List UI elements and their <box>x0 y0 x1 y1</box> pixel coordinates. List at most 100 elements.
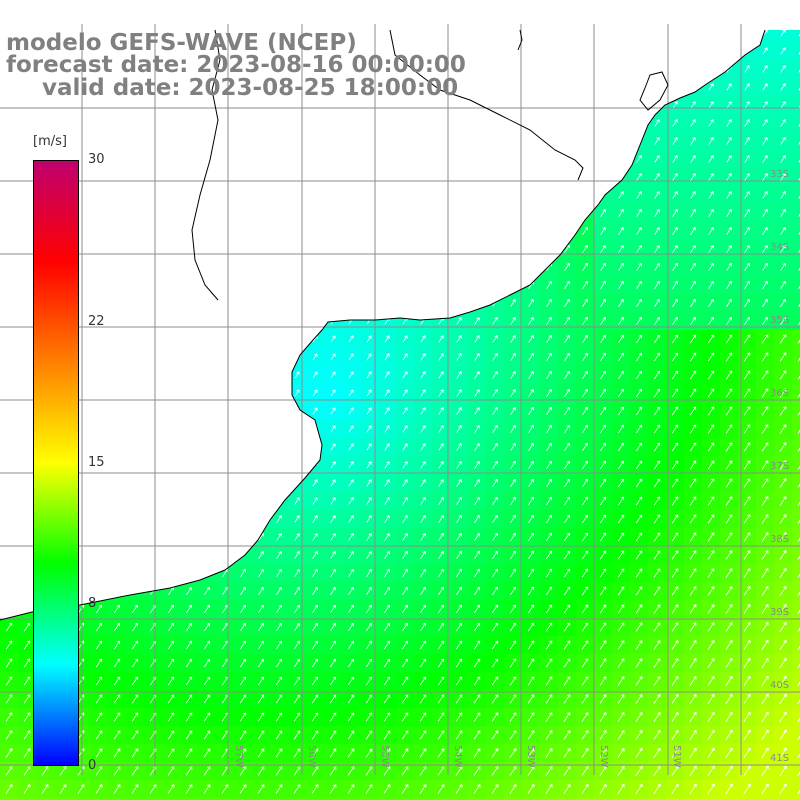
wind-arrow <box>708 316 714 326</box>
wind-arrow <box>114 604 121 614</box>
wind-arrow <box>564 352 570 361</box>
wind-arrow <box>690 191 696 199</box>
wind-arrow <box>743 478 751 488</box>
wind-arrow <box>330 461 336 469</box>
wind-arrow <box>257 766 265 776</box>
wind-arrow <box>708 262 714 271</box>
wind-arrow <box>492 496 498 505</box>
wind-arrow <box>798 267 800 271</box>
wind-arrow <box>474 550 480 560</box>
latitude-label: 39S <box>770 607 789 618</box>
wind-arrow <box>329 676 337 686</box>
wind-arrow <box>672 155 678 163</box>
wind-arrow <box>707 496 715 506</box>
wind-arrow <box>113 640 121 650</box>
wind-arrow <box>545 766 553 776</box>
wind-arrow <box>438 407 444 415</box>
wind-arrow <box>707 334 715 344</box>
wind-arrow <box>402 371 408 379</box>
wind-arrow <box>437 730 445 740</box>
wind-cell <box>198 798 217 800</box>
wind-arrow <box>599 550 607 560</box>
wind-arrow <box>5 712 13 722</box>
wind-arrow <box>707 550 715 560</box>
wind-arrow <box>797 501 800 506</box>
wind-arrow <box>491 712 499 722</box>
wind-arrow <box>654 298 660 307</box>
longitude-label: 51W <box>671 745 682 768</box>
wind-arrow <box>509 640 517 650</box>
wind-arrow <box>582 244 588 254</box>
wind-arrow <box>653 424 661 434</box>
wind-arrow <box>689 765 697 777</box>
wind-cell <box>306 798 325 800</box>
wind-arrow <box>653 568 661 578</box>
wind-arrow <box>599 730 607 740</box>
wind-arrow <box>744 280 750 289</box>
wind-cell <box>486 798 505 800</box>
title-valid-date: valid date: 2023-08-25 18:00:00 <box>42 75 459 101</box>
wind-arrow <box>114 622 121 632</box>
wind-arrow <box>366 407 372 415</box>
wind-arrow <box>276 515 282 523</box>
wind-arrow <box>762 101 768 109</box>
wind-arrow <box>95 712 103 722</box>
wind-arrow <box>798 213 800 217</box>
wind-cell <box>792 654 800 673</box>
wind-arrow <box>545 622 553 632</box>
wind-arrow <box>456 479 462 487</box>
wind-arrow <box>582 316 588 326</box>
wind-arrow <box>654 209 660 217</box>
wind-arrow <box>780 280 786 289</box>
wind-arrow <box>509 622 517 632</box>
wind-arrow <box>455 694 463 704</box>
wind-cell <box>792 492 800 511</box>
wind-arrow <box>708 155 714 163</box>
wind-arrow <box>743 783 751 795</box>
wind-arrow <box>653 729 661 740</box>
wind-arrow <box>582 442 588 452</box>
wind-cell <box>666 798 685 800</box>
wind-arrow <box>599 694 607 704</box>
wind-arrow <box>167 712 175 722</box>
wind-arrow <box>330 353 336 361</box>
wind-arrow <box>510 478 516 487</box>
latitude-label: 35S <box>770 315 789 326</box>
wind-arrow <box>689 478 697 488</box>
wind-arrow <box>653 658 661 668</box>
wind-arrow <box>239 748 247 758</box>
wind-arrow <box>726 119 732 127</box>
wind-arrow <box>492 586 499 596</box>
wind-arrow <box>635 568 643 578</box>
wind-cell <box>792 204 800 223</box>
wind-arrow <box>294 515 300 523</box>
wind-arrow <box>636 370 643 380</box>
wind-arrow <box>527 766 535 776</box>
wind-arrow <box>347 694 355 704</box>
wind-arrow <box>581 586 589 596</box>
wind-arrow <box>689 442 697 452</box>
wind-arrow <box>438 443 444 451</box>
wind-arrow <box>348 425 354 433</box>
wind-arrow <box>347 748 355 758</box>
wind-arrow <box>581 748 589 758</box>
wind-arrow <box>365 676 373 686</box>
wind-arrow <box>456 586 463 596</box>
wind-arrow <box>510 424 516 433</box>
wind-arrow <box>653 640 661 650</box>
wind-arrow <box>618 280 624 289</box>
wind-arrow <box>636 352 643 362</box>
wind-arrow <box>617 730 625 740</box>
wind-arrow <box>348 515 354 523</box>
wind-arrow <box>257 676 265 686</box>
wind-arrow <box>635 783 643 795</box>
wind-arrow <box>581 640 589 650</box>
wind-arrow <box>348 479 354 487</box>
wind-arrow <box>527 658 535 668</box>
wind-arrow <box>744 155 750 163</box>
wind-arrow <box>330 586 336 595</box>
wind-arrow <box>384 479 390 487</box>
wind-arrow <box>725 586 733 596</box>
wind-arrow <box>761 388 769 398</box>
wind-arrow <box>402 443 408 451</box>
